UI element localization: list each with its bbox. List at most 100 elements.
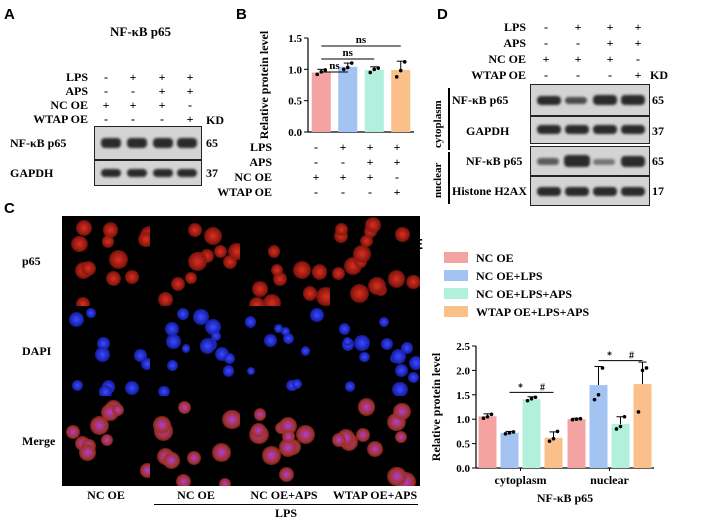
panel-b-sign: -: [368, 185, 372, 199]
panel-d-sign: -: [608, 68, 612, 82]
cell-blob: [350, 284, 370, 304]
significance-label: ns: [329, 60, 340, 72]
panel-d-sign: -: [544, 20, 548, 34]
legend-label: NC OE+LPS: [476, 269, 543, 283]
micrograph-red-0: [62, 216, 150, 306]
data-point: [644, 366, 649, 370]
panel-c-col-label: NC OE: [87, 488, 125, 502]
cell-blob: [295, 425, 315, 445]
panel-a-sign: +: [129, 70, 137, 84]
cell-blob: [106, 271, 122, 287]
data-point: [368, 70, 373, 75]
y-axis-label: Relative protein level: [257, 30, 271, 139]
data-point: [592, 397, 597, 402]
panel-b-row-label-lps: LPS: [249, 140, 272, 154]
panel-a-kd-value: 65: [206, 136, 218, 150]
cell-blob: [395, 364, 409, 377]
cell-blob: [221, 409, 240, 430]
micrograph-blue-3: [332, 306, 420, 396]
y-tick-label: 0.5: [456, 439, 470, 451]
cell-blob: [75, 296, 90, 306]
cell-blob: [76, 220, 92, 236]
cell-blob: [66, 424, 81, 439]
data-point: [345, 65, 350, 70]
panel-d-blot-label: NF-κB p65: [466, 154, 523, 168]
panel-d-sign: +: [574, 52, 582, 66]
panel-b-sign: -: [341, 185, 345, 199]
western-blot-image: [530, 176, 650, 206]
cell-blob: [274, 324, 284, 334]
panel-a-sign: +: [129, 98, 137, 112]
panel-d-blot-label: Histone H2AX: [452, 184, 527, 198]
cell-blob: [282, 333, 294, 345]
cell-blob: [332, 267, 346, 281]
cell-blob: [166, 334, 181, 349]
cell-blob: [378, 316, 390, 328]
cell-blob: [124, 381, 139, 395]
panel-c-row-label-p65: p65: [22, 254, 41, 268]
panel-d-sign: +: [634, 20, 642, 34]
micrograph-blue-1: [152, 306, 240, 396]
panel-d-kd-value: 65: [652, 154, 664, 168]
bar-nuclear-0: [567, 419, 586, 468]
panel-d-row-label-aps: APS: [503, 36, 526, 50]
cell-blob: [316, 286, 330, 306]
data-point: [547, 439, 552, 443]
cell-blob: [244, 316, 256, 328]
panel-letter-b: B: [236, 6, 247, 23]
panel-d-sign: -: [636, 52, 640, 66]
cell-blob: [181, 344, 190, 353]
cell-blob: [406, 274, 420, 290]
data-point: [570, 417, 575, 422]
panel-a-sign: +: [158, 70, 166, 84]
significance-label: *: [607, 351, 612, 362]
panel-d-sign: +: [606, 52, 614, 66]
cell-blob: [358, 351, 370, 363]
x-tick-label: cytoplasm: [495, 473, 547, 487]
cell-blob: [71, 379, 83, 392]
bar-nuclear-3: [633, 384, 652, 468]
data-point: [402, 60, 407, 64]
data-point: [507, 431, 512, 435]
panel-b-sign: +: [393, 140, 401, 154]
section-label: cytoplasm: [432, 100, 444, 148]
panel-letter-a: A: [4, 6, 15, 23]
panel-d-sign: +: [606, 20, 614, 34]
micrograph-blue-2: [242, 306, 330, 396]
panel-d-sign: -: [544, 68, 548, 82]
legend-label: NC OE+LPS+APS: [476, 287, 572, 301]
bar-nc-oe: [311, 72, 331, 132]
panel-d-sign: +: [574, 20, 582, 34]
panel-d-sign: +: [634, 68, 642, 82]
data-point: [600, 366, 605, 370]
panel-d-sign: -: [576, 36, 580, 50]
panel-d-kd-value: 37: [652, 124, 664, 138]
significance-label: #: [629, 351, 634, 362]
cell-blob: [267, 245, 281, 258]
cell-blob: [79, 444, 96, 461]
panel-c-col-label: NC OE+APS: [250, 488, 318, 502]
data-point: [622, 414, 627, 419]
y-tick-label: 0.0: [288, 127, 302, 139]
panel-a-title: NF-κB p65: [110, 24, 172, 39]
cell-blob: [101, 235, 115, 248]
cell-blob: [394, 431, 408, 444]
panel-b-sign: -: [341, 155, 345, 169]
panel-b-row-label-aps: APS: [249, 155, 272, 169]
cell-blob: [186, 450, 202, 466]
panel-e-chart: NC OE NC OE+LPS NC OE+LPS+APS WTAP OE+LPS+A…: [429, 251, 654, 505]
data-point: [640, 368, 645, 373]
micrograph-merge-3: [332, 396, 420, 486]
data-point: [394, 75, 399, 79]
cell-blob: [395, 227, 410, 242]
data-point: [372, 67, 377, 72]
data-point: [596, 393, 601, 397]
cell-blob: [407, 371, 419, 383]
cell-blob: [153, 416, 171, 434]
cell-blob: [204, 227, 223, 246]
panel-d-row-label-wtap-oe: WTAP OE: [471, 68, 526, 82]
cell-blob: [170, 276, 186, 292]
cell-blob: [367, 441, 384, 458]
panel-a-sign: +: [186, 112, 194, 126]
